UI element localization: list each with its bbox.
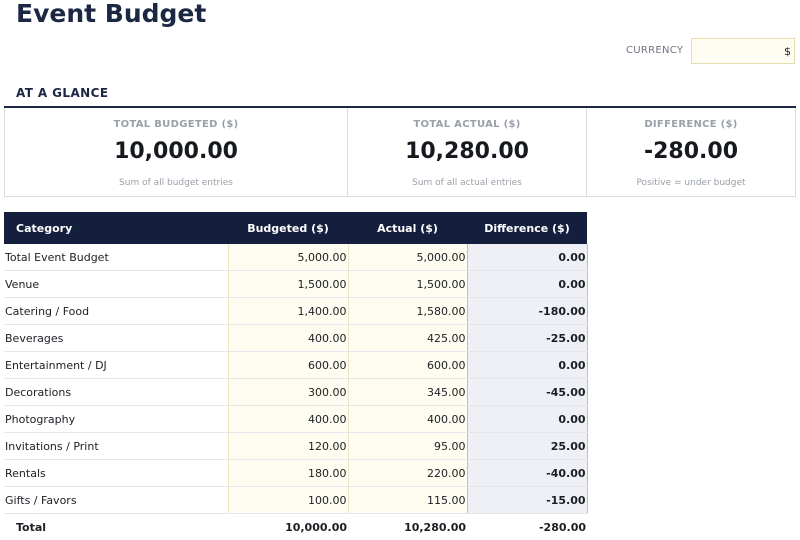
card-value: 10,280.00 <box>405 139 529 164</box>
actual-cell[interactable]: 1,580.00 <box>347 297 467 325</box>
budgeted-cell[interactable]: 300.00 <box>227 378 348 406</box>
total-budgeted-card: TOTAL BUDGETED ($) 10,000.00 Sum of all … <box>4 108 348 197</box>
table-row: Rentals 180.00 220.00 -40.00 <box>4 459 588 487</box>
category-cell[interactable]: Decorations <box>4 378 228 406</box>
actual-cell[interactable]: 5,000.00 <box>347 244 467 271</box>
currency-label: CURRENCY <box>626 45 684 56</box>
actual-cell[interactable]: 600.00 <box>347 351 467 379</box>
actual-cell[interactable]: 400.00 <box>347 405 467 433</box>
column-header-difference: Difference ($) <box>467 212 587 244</box>
total-budgeted: 10,000.00 <box>228 513 348 540</box>
column-header-actual: Actual ($) <box>348 212 467 244</box>
category-cell[interactable]: Photography <box>4 405 228 433</box>
category-cell[interactable]: Catering / Food <box>4 297 228 325</box>
difference-cell: 0.00 <box>466 405 588 433</box>
table-row: Beverages 400.00 425.00 -25.00 <box>4 324 588 352</box>
difference-cell: 0.00 <box>466 244 588 271</box>
at-a-glance-heading: AT A GLANCE <box>16 86 109 100</box>
category-cell[interactable]: Total Event Budget <box>4 244 228 271</box>
table-row: Photography 400.00 400.00 0.00 <box>4 405 588 433</box>
difference-cell: -180.00 <box>466 297 588 325</box>
card-value: -280.00 <box>643 139 739 164</box>
table-row: Venue 1,500.00 1,500.00 0.00 <box>4 270 588 298</box>
table-row: Gifts / Favors 100.00 115.00 -15.00 <box>4 486 588 514</box>
card-label: TOTAL ACTUAL ($) <box>413 119 521 130</box>
budgeted-cell[interactable]: 5,000.00 <box>227 244 348 271</box>
difference-cell: 0.00 <box>466 270 588 298</box>
total-difference: -280.00 <box>467 513 587 540</box>
table-row: Entertainment / DJ 600.00 600.00 0.00 <box>4 351 588 379</box>
actual-cell[interactable]: 425.00 <box>347 324 467 352</box>
column-header-budgeted: Budgeted ($) <box>228 212 348 244</box>
budgeted-cell[interactable]: 400.00 <box>227 405 348 433</box>
budgeted-cell[interactable]: 100.00 <box>227 486 348 514</box>
difference-cell: 0.00 <box>466 351 588 379</box>
category-cell[interactable]: Venue <box>4 270 228 298</box>
budget-table: Category Budgeted ($) Actual ($) Differe… <box>4 212 588 540</box>
difference-cell: -25.00 <box>466 324 588 352</box>
section-divider <box>4 106 796 108</box>
category-cell[interactable]: Entertainment / DJ <box>4 351 228 379</box>
total-actual-card: TOTAL ACTUAL ($) 10,280.00 Sum of all ac… <box>347 108 587 197</box>
actual-cell[interactable]: 1,500.00 <box>347 270 467 298</box>
card-note: Sum of all budget entries <box>119 178 233 188</box>
card-label: TOTAL BUDGETED ($) <box>113 119 239 130</box>
budgeted-cell[interactable]: 1,400.00 <box>227 297 348 325</box>
card-note: Sum of all actual entries <box>412 178 522 188</box>
total-label: Total <box>4 513 228 540</box>
actual-cell[interactable]: 115.00 <box>347 486 467 514</box>
category-cell[interactable]: Beverages <box>4 324 228 352</box>
table-header-row: Category Budgeted ($) Actual ($) Differe… <box>4 212 587 244</box>
budgeted-cell[interactable]: 600.00 <box>227 351 348 379</box>
table-row: Catering / Food 1,400.00 1,580.00 -180.0… <box>4 297 588 325</box>
difference-cell: -15.00 <box>466 486 588 514</box>
difference-cell: -40.00 <box>466 459 588 487</box>
budgeted-cell[interactable]: 180.00 <box>227 459 348 487</box>
actual-cell[interactable]: 220.00 <box>347 459 467 487</box>
category-cell[interactable]: Gifts / Favors <box>4 486 228 514</box>
budgeted-cell[interactable]: 120.00 <box>227 432 348 460</box>
table-row: Total Event Budget 5,000.00 5,000.00 0.0… <box>4 244 588 271</box>
difference-cell: -45.00 <box>466 378 588 406</box>
actual-cell[interactable]: 95.00 <box>347 432 467 460</box>
total-row: Total 10,000.00 10,280.00 -280.00 <box>4 513 587 540</box>
budgeted-cell[interactable]: 400.00 <box>227 324 348 352</box>
category-cell[interactable]: Rentals <box>4 459 228 487</box>
table-row: Decorations 300.00 345.00 -45.00 <box>4 378 588 406</box>
total-actual: 10,280.00 <box>348 513 467 540</box>
budgeted-cell[interactable]: 1,500.00 <box>227 270 348 298</box>
table-row: Invitations / Print 120.00 95.00 25.00 <box>4 432 588 460</box>
card-value: 10,000.00 <box>114 139 238 164</box>
card-label: DIFFERENCE ($) <box>644 119 738 130</box>
column-header-category: Category <box>4 212 228 244</box>
card-note: Positive = under budget <box>636 178 746 188</box>
page-title: Event Budget <box>16 0 207 28</box>
currency-input[interactable] <box>691 38 795 64</box>
actual-cell[interactable]: 345.00 <box>347 378 467 406</box>
difference-cell: 25.00 <box>466 432 588 460</box>
difference-card: DIFFERENCE ($) -280.00 Positive = under … <box>586 108 796 197</box>
category-cell[interactable]: Invitations / Print <box>4 432 228 460</box>
